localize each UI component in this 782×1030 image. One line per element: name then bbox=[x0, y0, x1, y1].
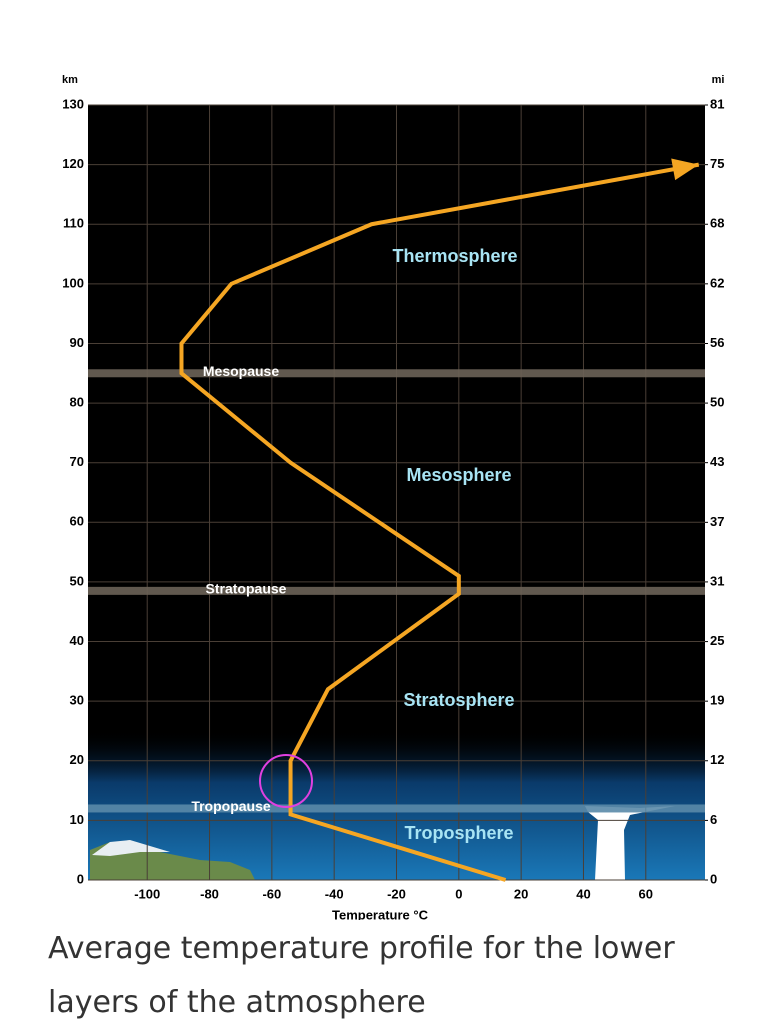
y-tick-label: 10 bbox=[70, 812, 84, 827]
y2-tick-label: 25 bbox=[710, 633, 724, 648]
temperature-line bbox=[179, 162, 700, 882]
x-tick-label: 40 bbox=[576, 886, 590, 901]
y2-tick-label: 81 bbox=[710, 96, 724, 111]
y-tick-label: 50 bbox=[70, 573, 84, 588]
y-tick-label: 0 bbox=[77, 871, 84, 886]
highlight-circle bbox=[259, 754, 313, 808]
cloud bbox=[585, 806, 675, 880]
x-tick-label: 0 bbox=[455, 886, 462, 901]
layer-label: Troposphere bbox=[404, 823, 513, 843]
y-tick-label: 70 bbox=[70, 454, 84, 469]
caption: Average temperature profile for the lowe… bbox=[48, 931, 675, 1020]
y2-tick-label: 0 bbox=[710, 871, 717, 886]
y2-tick-label: 43 bbox=[710, 454, 724, 469]
y2-axis-unit: mi bbox=[712, 74, 725, 86]
x-tick-label: -100 bbox=[134, 886, 160, 901]
y-tick-label: 100 bbox=[62, 275, 84, 290]
boundary-band bbox=[88, 586, 705, 595]
y-axis-unit: km bbox=[62, 74, 78, 86]
arrow-head bbox=[671, 158, 699, 181]
y2-tick-label: 68 bbox=[710, 216, 724, 231]
y-tick-label: 130 bbox=[62, 96, 84, 111]
y2-tick-label: 50 bbox=[710, 395, 724, 410]
y-tick-label: 110 bbox=[63, 216, 84, 231]
y2-tick-label: 56 bbox=[710, 335, 724, 350]
boundary-band bbox=[88, 804, 705, 813]
y2-tick-label: 37 bbox=[710, 514, 724, 529]
chart: km mi Temperature °C 0102030405060708090… bbox=[62, 74, 725, 923]
y-tick-label: 30 bbox=[70, 693, 84, 708]
x-tick-label: -80 bbox=[200, 886, 219, 901]
boundary-band bbox=[88, 369, 705, 378]
boundary-label: Stratopause bbox=[206, 581, 287, 597]
boundary-label: Mesopause bbox=[203, 363, 279, 379]
y-tick-label: 20 bbox=[70, 752, 84, 767]
x-tick-label: -60 bbox=[262, 886, 281, 901]
y2-tick-label: 62 bbox=[710, 275, 724, 290]
y2-tick-label: 12 bbox=[710, 752, 724, 767]
layer-label: Mesosphere bbox=[406, 465, 511, 485]
x-axis-title: Temperature °C bbox=[332, 907, 429, 920]
y-tick-label: 60 bbox=[70, 514, 84, 529]
y2-tick-label: 75 bbox=[710, 156, 724, 171]
x-tick-label: -20 bbox=[387, 886, 406, 901]
y-tick-label: 80 bbox=[70, 395, 84, 410]
y-tick-label: 120 bbox=[62, 156, 84, 171]
y2-tick-label: 6 bbox=[710, 812, 717, 827]
x-tick-label: -40 bbox=[325, 886, 344, 901]
y2-tick-label: 31 bbox=[710, 573, 724, 588]
boundary-label: Tropopause bbox=[191, 798, 271, 814]
snow bbox=[92, 840, 170, 856]
layer-label: Stratosphere bbox=[403, 690, 514, 710]
x-tick-label: 20 bbox=[514, 886, 528, 901]
y2-tick-label: 19 bbox=[710, 693, 724, 708]
layer-label: Thermosphere bbox=[392, 246, 517, 266]
y-tick-label: 40 bbox=[70, 633, 84, 648]
y-tick-label: 90 bbox=[70, 335, 84, 350]
x-tick-label: 60 bbox=[639, 886, 653, 901]
